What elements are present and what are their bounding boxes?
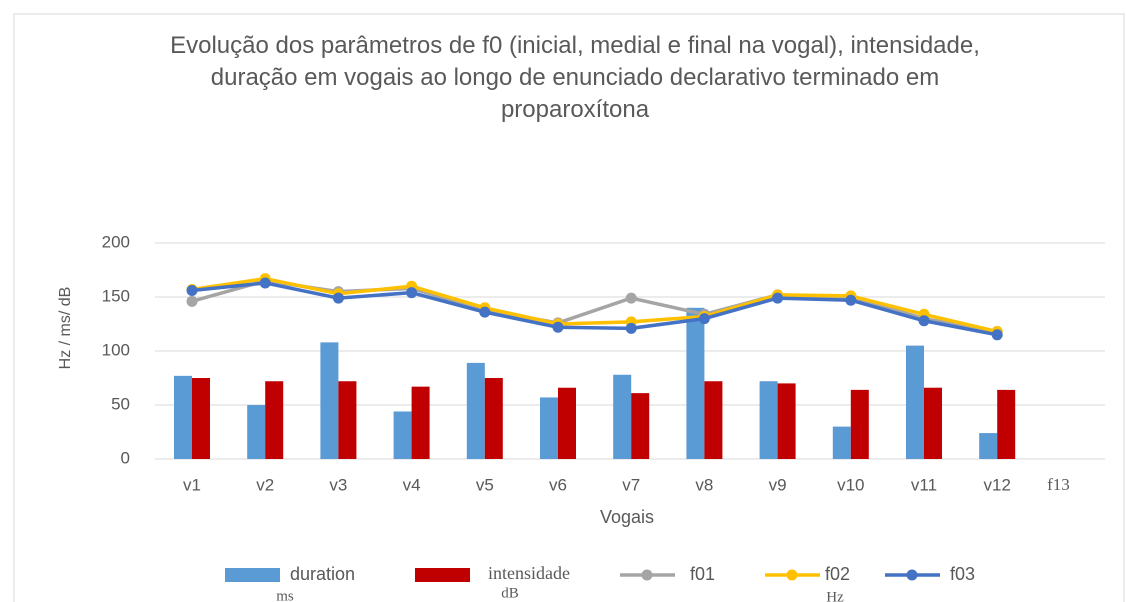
point — [479, 306, 491, 318]
bar — [613, 374, 632, 459]
x-tick-label: v9 — [769, 475, 787, 494]
legend-label: duration — [290, 564, 355, 584]
legend-marker — [641, 569, 653, 581]
y-tick-label: 100 — [102, 340, 130, 359]
x-tick-label: v3 — [329, 475, 347, 494]
bar — [686, 307, 705, 459]
bar — [174, 375, 192, 459]
bar — [997, 389, 1016, 459]
x-tick-label: v5 — [476, 475, 494, 494]
line — [191, 281, 998, 337]
x-tick-label: v1 — [183, 475, 201, 494]
legend-label: f02 — [825, 564, 850, 584]
x-tick-label: v7 — [622, 475, 640, 494]
legend-note: Hz — [826, 589, 844, 602]
x-tick-label: v4 — [403, 475, 421, 494]
x-tick-label: v6 — [549, 475, 567, 494]
x-tick-label: f13 — [1047, 475, 1070, 494]
y-tick-label: 150 — [102, 286, 130, 305]
legend-label: f03 — [950, 564, 975, 584]
bar — [979, 433, 998, 459]
bar — [759, 381, 778, 459]
chart-title: Evolução dos parâmetros de f0 (inicial, … — [170, 32, 980, 123]
bar — [924, 387, 942, 459]
bar — [631, 393, 650, 459]
point — [186, 295, 198, 307]
point — [406, 287, 418, 299]
bar — [540, 397, 558, 459]
x-tick-label: v12 — [983, 475, 1010, 494]
bar — [247, 405, 266, 459]
legend-label: f01 — [690, 564, 715, 584]
bar — [832, 426, 851, 459]
bar — [484, 378, 503, 459]
point — [625, 292, 637, 304]
bar — [393, 411, 412, 459]
point — [552, 321, 564, 333]
point — [698, 313, 710, 325]
legend-swatch — [225, 568, 280, 582]
y-tick-label: 50 — [111, 394, 130, 413]
x-tick-label: v10 — [837, 475, 864, 494]
x-axis-label: Vogais — [600, 507, 654, 527]
point — [991, 329, 1003, 341]
point — [186, 285, 198, 297]
bar — [850, 389, 869, 459]
bar — [265, 381, 284, 459]
point — [332, 292, 344, 304]
point — [918, 315, 930, 327]
bar — [192, 378, 210, 459]
point — [772, 292, 784, 304]
bar — [411, 386, 430, 459]
legend-note: ms — [276, 588, 294, 602]
bar — [704, 381, 723, 459]
chart-border — [13, 13, 1125, 602]
bar — [906, 345, 924, 459]
point — [625, 322, 637, 334]
line — [191, 276, 998, 334]
legend-label: intensidade — [488, 563, 570, 583]
legend-swatch — [415, 568, 470, 582]
x-tick-label: v2 — [256, 475, 274, 494]
x-tick-label: v11 — [911, 475, 937, 494]
bar — [338, 381, 357, 459]
bar — [466, 362, 485, 459]
x-tick-label: v8 — [695, 475, 713, 494]
point — [845, 294, 857, 306]
legend-marker — [786, 569, 798, 581]
legend-note: dB — [501, 585, 519, 601]
point — [259, 277, 271, 289]
bar — [558, 387, 576, 459]
y-axis-label: Hz / ms/ dB — [57, 287, 74, 370]
legend-marker — [906, 569, 918, 581]
bar — [320, 342, 339, 459]
y-tick-label: 0 — [121, 448, 130, 467]
bar — [777, 383, 796, 459]
y-tick-label: 200 — [102, 232, 130, 251]
